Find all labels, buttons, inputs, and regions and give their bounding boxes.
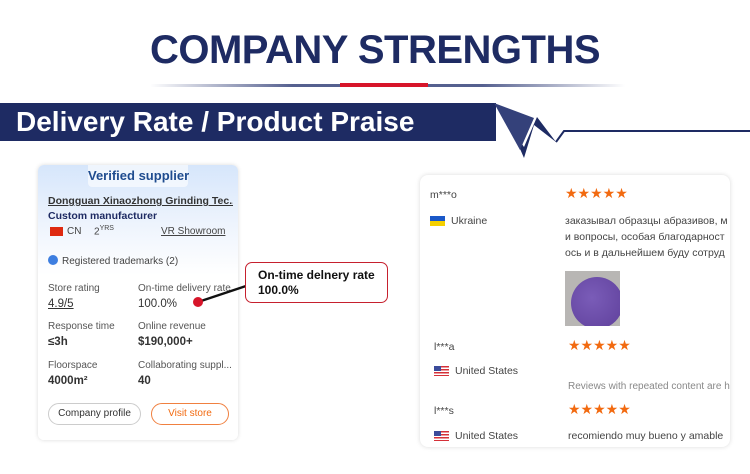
review-user: m***o (430, 189, 457, 201)
visit-store-button[interactable]: Visit store (151, 403, 229, 425)
section-banner: Delivery Rate / Product Praise (0, 103, 496, 141)
delivery-rate-callout: On-time delnery rate 100.0% (245, 262, 388, 303)
review-user: l***a (434, 341, 455, 353)
us-flag-icon (434, 431, 449, 442)
verified-supplier-badge: Verified supplier (88, 165, 189, 187)
review-text: Reviews with repeated content are hid (568, 381, 730, 392)
company-profile-button[interactable]: Company profile (48, 403, 141, 425)
stat-floorspace: Floorspace 4000m² (48, 360, 98, 387)
stat-online-revenue: Online revenue $190,000+ (138, 321, 206, 348)
stat-store-rating: Store rating 4.9/5 (48, 283, 100, 310)
trademarks: Registered trademarks (2) (48, 255, 178, 267)
supplier-name-link[interactable]: Dongguan Xinaozhong Grinding Tec... (48, 195, 233, 207)
review-country: Ukraine (430, 213, 487, 229)
reviews-card: m***o ★★★★★ Ukraine заказывал образцы аб… (420, 175, 730, 447)
review-country: United States (434, 363, 518, 379)
vr-showroom-link[interactable]: VR Showroom (161, 226, 226, 237)
review-country: United States (434, 428, 518, 444)
country-tag: CN (50, 226, 81, 237)
ukraine-flag-icon (430, 216, 445, 227)
stat-delivery-rate: On-time delivery rate 100.0% (138, 283, 231, 310)
verified-check-icon (48, 255, 58, 265)
review-user: l***s (434, 405, 454, 417)
review-text: recomiendo muy bueno y amable (568, 430, 724, 442)
supplier-card: Verified supplier Dongguan Xinaozhong Gr… (38, 165, 238, 440)
supplier-type: Custom manufacturer (48, 210, 158, 222)
stat-response-time: Response time ≤3h (48, 321, 115, 348)
zigzag-decoration (494, 103, 750, 158)
title-divider-accent (340, 83, 428, 87)
us-flag-icon (434, 366, 449, 377)
stat-collaborating-suppliers: Collaborating suppl... 40 (138, 360, 232, 387)
rating-stars: ★★★★★ (565, 185, 628, 201)
china-flag-icon (50, 226, 63, 236)
rating-stars: ★★★★★ (568, 337, 631, 353)
page-title: COMPANY STRENGTHS (149, 28, 601, 72)
rating-stars: ★★★★★ (568, 401, 631, 417)
review-photo[interactable] (565, 271, 620, 326)
years-tag: 2YRS (94, 225, 114, 238)
